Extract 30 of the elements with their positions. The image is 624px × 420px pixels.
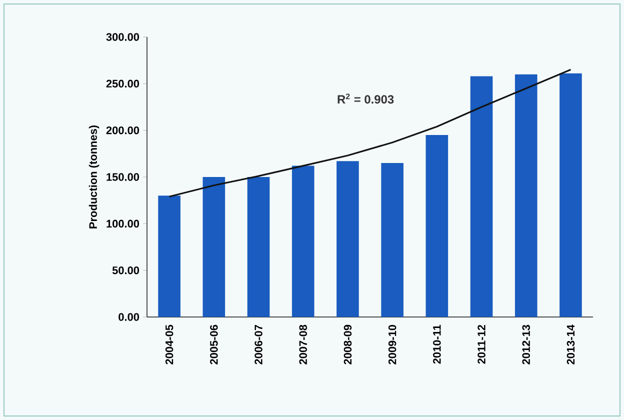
x-tick-label: 2008-09	[344, 324, 352, 364]
x-tick-label: 2007-08	[299, 324, 307, 364]
x-tick-label: 2009-10	[388, 324, 396, 364]
x-tick-label: 2013-14	[566, 324, 575, 364]
x-tick-label: 2005-06	[210, 324, 218, 364]
x-tick-label: 2010-11	[433, 324, 441, 364]
bar	[470, 76, 493, 317]
bar	[560, 73, 582, 317]
y-tick-label: 300.00	[106, 33, 140, 41]
bar	[202, 177, 226, 317]
bar	[426, 135, 448, 317]
x-tick-label: 2012-13	[522, 324, 530, 364]
bar	[381, 163, 404, 317]
bar	[336, 161, 359, 317]
y-tick-label: 150.00	[106, 173, 140, 181]
bar	[514, 74, 538, 317]
y-tick-label: 100.00	[106, 220, 140, 228]
x-tick-label: 2011-12	[478, 324, 486, 364]
x-tick-label: 2006-07	[254, 325, 262, 364]
line-series	[168, 68, 572, 198]
y-tick-label: 250.00	[106, 80, 140, 88]
annotation: R$^{2}$ = 0.903	[338, 94, 394, 104]
bar	[292, 166, 314, 317]
bar	[158, 196, 180, 317]
y-axis-title: Production (tonnes)	[88, 125, 100, 228]
x-tick-label: 2004-05	[165, 324, 174, 364]
y-tick-label: 50.00	[112, 266, 140, 274]
y-tick-label: 0.00	[118, 313, 140, 321]
y-tick-label: 200.00	[106, 126, 140, 134]
bar	[247, 177, 270, 317]
